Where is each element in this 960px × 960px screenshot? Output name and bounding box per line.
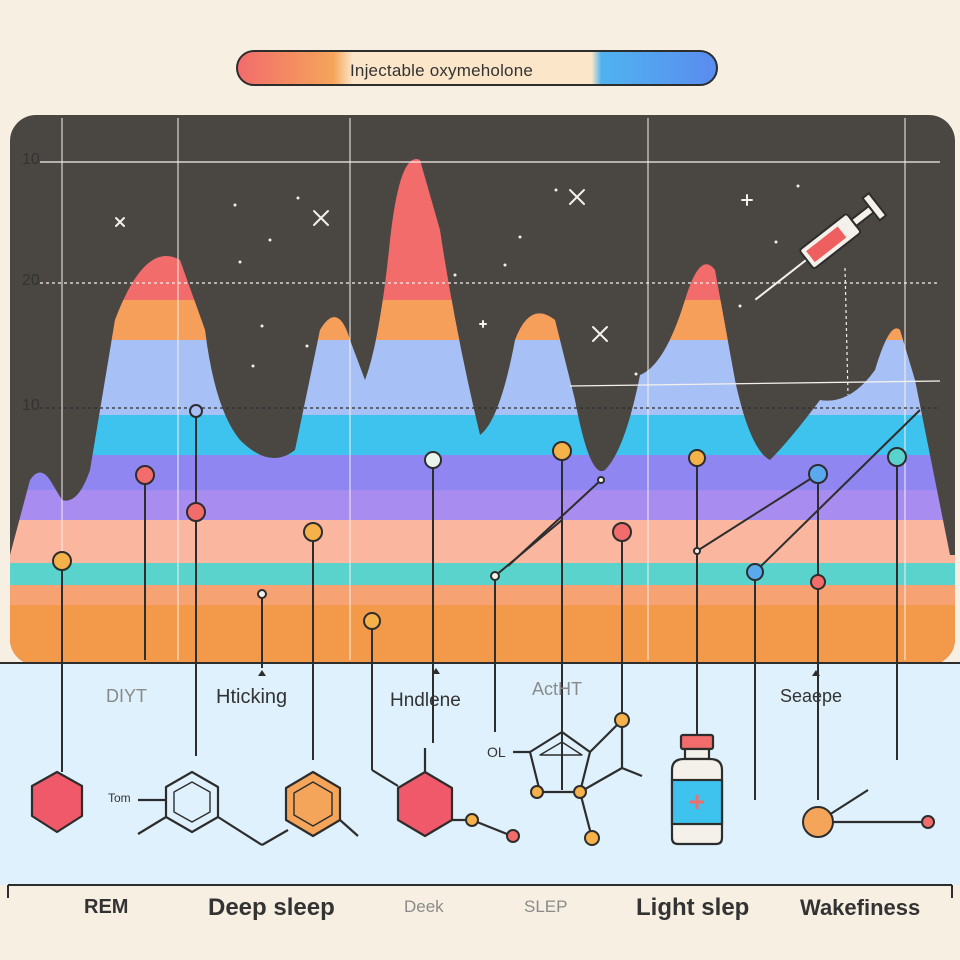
label-seaepe: Seaepe [780,686,843,706]
bottom-label-slep: SLEP [524,897,568,916]
label-hticking: Hticking [216,686,288,708]
label-diyt: DIYT [106,686,148,706]
marker-stems [61,409,921,800]
syringe-icon [754,191,888,301]
marker-heads [52,404,907,630]
stars [233,184,800,376]
lower-color-stripes [10,555,955,665]
bottom-label-deep-sleep: Deep sleep [208,894,335,921]
molecule-text-ol: OL [487,744,506,760]
molecule-atoms [465,712,935,846]
cross-marks [115,189,753,342]
benzene-molecule [164,770,220,834]
hexagon-molecule-3 [396,770,454,838]
molecule-icons [30,719,928,846]
label-hndlene: Hndlene [390,690,461,711]
bottom-label-rem: REM [84,896,129,918]
y-tick-2: 20 [22,272,40,289]
hexagon-molecule-1 [30,770,84,834]
y-tick-1: 10 [22,151,40,168]
title-banner: Injectable oxymeholone [236,50,718,86]
lower-panel [0,663,960,885]
bottom-label-deek: Deek [404,897,444,916]
title-text: Injectable oxymeholone [350,61,534,80]
bottom-label-light-slep: Light slep [636,894,750,921]
bottom-label-wakefiness: Wakefiness [800,895,921,920]
label-arrows [258,668,820,676]
molecule-text-tom: Tom [108,791,131,805]
hexagon-molecule-2 [284,770,342,838]
vial-icon [670,733,724,846]
y-tick-3: 10 [22,397,40,414]
label-actht: ActHT [532,679,583,699]
